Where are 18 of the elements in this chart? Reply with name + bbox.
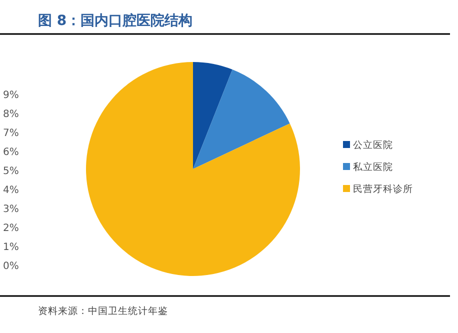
- text: 2%: [3, 223, 19, 234]
- text: 4%: [3, 185, 19, 196]
- text: 0%: [3, 261, 19, 272]
- legend-label: 私立医院: [353, 161, 393, 173]
- text: 1%: [3, 242, 19, 253]
- text: 8%: [3, 109, 19, 120]
- text: 5%: [3, 166, 19, 177]
- pie-slice: [86, 62, 300, 276]
- legend-label: 公立医院: [353, 139, 393, 151]
- text: 3%: [3, 204, 19, 215]
- chart-title: 图 8：国内口腔医院结构: [38, 12, 193, 29]
- legend-label: 民营牙科诊所: [353, 183, 413, 195]
- text: 资料来源：中国卫生统计年鉴: [38, 305, 168, 317]
- pie-slice: [193, 70, 290, 169]
- text: 7%: [3, 128, 19, 139]
- pie-slice: [193, 62, 232, 169]
- text: 9%: [3, 90, 19, 101]
- text: 6%: [3, 147, 19, 158]
